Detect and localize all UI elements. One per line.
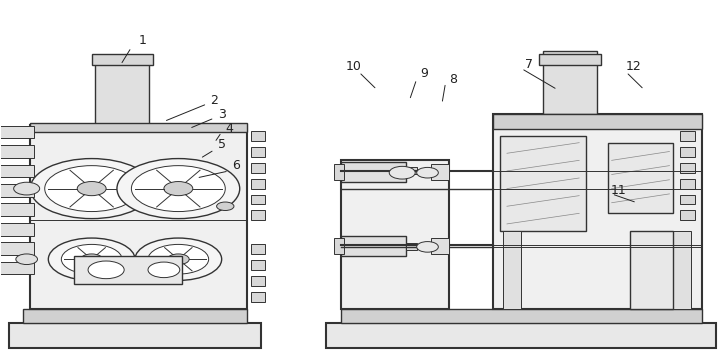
Text: 9: 9 bbox=[420, 67, 428, 80]
Circle shape bbox=[167, 254, 189, 265]
Bar bbox=[251, 163, 265, 173]
Bar bbox=[9, 323, 262, 347]
Bar bbox=[0, 126, 34, 138]
Text: 1: 1 bbox=[138, 34, 146, 47]
Text: 5: 5 bbox=[218, 138, 225, 151]
Bar bbox=[608, 143, 673, 213]
Bar bbox=[251, 195, 265, 204]
Circle shape bbox=[88, 261, 124, 279]
Text: 11: 11 bbox=[611, 184, 627, 197]
Bar bbox=[680, 163, 695, 173]
Circle shape bbox=[14, 182, 40, 195]
Text: 10: 10 bbox=[345, 60, 361, 73]
Circle shape bbox=[49, 238, 135, 281]
Bar bbox=[334, 238, 344, 254]
Circle shape bbox=[389, 166, 415, 179]
Text: 2: 2 bbox=[210, 94, 218, 107]
Bar bbox=[251, 147, 265, 157]
Bar bbox=[91, 54, 153, 65]
Bar bbox=[543, 51, 597, 114]
Bar bbox=[341, 309, 702, 323]
Circle shape bbox=[135, 238, 222, 281]
Circle shape bbox=[78, 182, 106, 196]
Circle shape bbox=[217, 202, 234, 210]
Bar bbox=[492, 114, 702, 309]
Circle shape bbox=[80, 254, 102, 265]
Bar bbox=[251, 131, 265, 141]
Bar bbox=[680, 195, 695, 204]
Bar bbox=[74, 256, 182, 284]
Bar bbox=[251, 244, 265, 254]
Bar bbox=[251, 276, 265, 286]
Text: 6: 6 bbox=[232, 159, 240, 172]
Bar bbox=[0, 203, 34, 216]
Bar bbox=[680, 179, 695, 189]
Circle shape bbox=[417, 242, 439, 252]
Bar bbox=[673, 231, 691, 309]
Bar bbox=[431, 164, 450, 180]
Circle shape bbox=[148, 245, 209, 274]
Circle shape bbox=[30, 158, 153, 219]
Circle shape bbox=[417, 167, 439, 178]
Bar bbox=[334, 164, 344, 180]
Circle shape bbox=[16, 254, 38, 265]
Bar bbox=[95, 62, 149, 125]
Bar bbox=[0, 242, 34, 255]
Bar bbox=[539, 54, 601, 65]
Bar bbox=[431, 238, 450, 254]
Circle shape bbox=[62, 245, 122, 274]
Bar bbox=[251, 210, 265, 220]
Bar bbox=[630, 231, 673, 309]
Circle shape bbox=[117, 158, 240, 219]
Bar bbox=[0, 145, 34, 158]
Bar bbox=[500, 136, 587, 231]
Text: 7: 7 bbox=[525, 58, 533, 72]
Bar bbox=[251, 260, 265, 270]
Bar bbox=[0, 184, 34, 197]
Bar bbox=[680, 210, 695, 220]
Bar bbox=[30, 123, 247, 132]
Circle shape bbox=[148, 262, 180, 278]
Bar bbox=[0, 164, 34, 177]
Text: 12: 12 bbox=[626, 60, 641, 73]
Bar bbox=[251, 292, 265, 302]
Bar bbox=[492, 114, 702, 129]
Bar bbox=[23, 309, 247, 323]
Text: 3: 3 bbox=[218, 108, 225, 121]
Text: 8: 8 bbox=[449, 73, 457, 85]
Bar bbox=[341, 162, 406, 182]
Bar bbox=[341, 160, 450, 309]
Bar bbox=[326, 323, 716, 347]
Circle shape bbox=[45, 166, 138, 211]
Bar bbox=[406, 167, 417, 174]
Circle shape bbox=[164, 182, 193, 196]
Bar bbox=[30, 125, 247, 309]
Bar bbox=[503, 231, 521, 309]
Bar bbox=[680, 131, 695, 141]
Bar bbox=[251, 179, 265, 189]
Bar bbox=[0, 223, 34, 236]
Bar bbox=[680, 147, 695, 157]
Bar bbox=[406, 244, 417, 250]
Bar bbox=[341, 236, 406, 256]
Bar bbox=[0, 262, 34, 274]
Circle shape bbox=[131, 166, 225, 211]
Text: 4: 4 bbox=[225, 122, 233, 135]
